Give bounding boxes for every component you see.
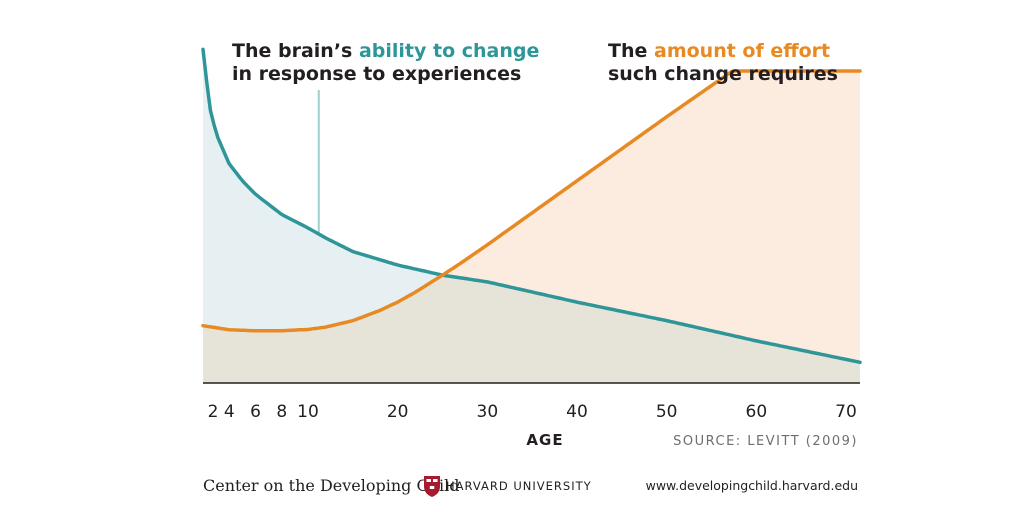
footer-org-name: Center on the Developing Child	[203, 476, 460, 495]
ability-series-line	[201, 47, 862, 365]
ability-annotation-line2: in response to experiences	[232, 63, 521, 85]
footer-website-url[interactable]: www.developingchild.harvard.edu	[646, 478, 858, 493]
x-tick-label-40: 40	[566, 402, 588, 422]
x-tick-label-6: 6	[250, 402, 261, 422]
effort-series-line	[201, 69, 862, 333]
x-tick-label-50: 50	[656, 402, 678, 422]
x-tick-label-70: 70	[835, 402, 857, 422]
effort-annotation-line1: The amount of effort	[608, 40, 830, 62]
series-lines	[201, 47, 862, 365]
x-tick-labels: 2 4 6 8 10 20 30 40 50 60 70	[208, 402, 857, 422]
effort-area-fill	[203, 71, 860, 383]
x-tick-label-2: 2	[208, 402, 219, 422]
overlap-area-fill	[203, 275, 860, 383]
ability-area-fill	[203, 49, 860, 384]
x-tick-label-10: 10	[297, 402, 319, 422]
x-tick-label-20: 20	[387, 402, 409, 422]
x-axis-label: AGE	[526, 431, 563, 449]
x-tick-label-60: 60	[746, 402, 768, 422]
effort-annotation-line2: such change requires	[608, 63, 838, 85]
chart-fills	[203, 49, 860, 384]
x-tick-label-30: 30	[477, 402, 499, 422]
source-credit: SOURCE: LEVITT (2009)	[673, 434, 858, 449]
footer-harvard-university: HARVARD UNIVERSITY	[446, 479, 592, 493]
x-tick-label-4: 4	[224, 402, 235, 422]
harvard-shield-logo	[424, 476, 440, 497]
ability-annotation-line1: The brain’s ability to change	[232, 40, 539, 62]
x-tick-label-8: 8	[276, 402, 287, 422]
